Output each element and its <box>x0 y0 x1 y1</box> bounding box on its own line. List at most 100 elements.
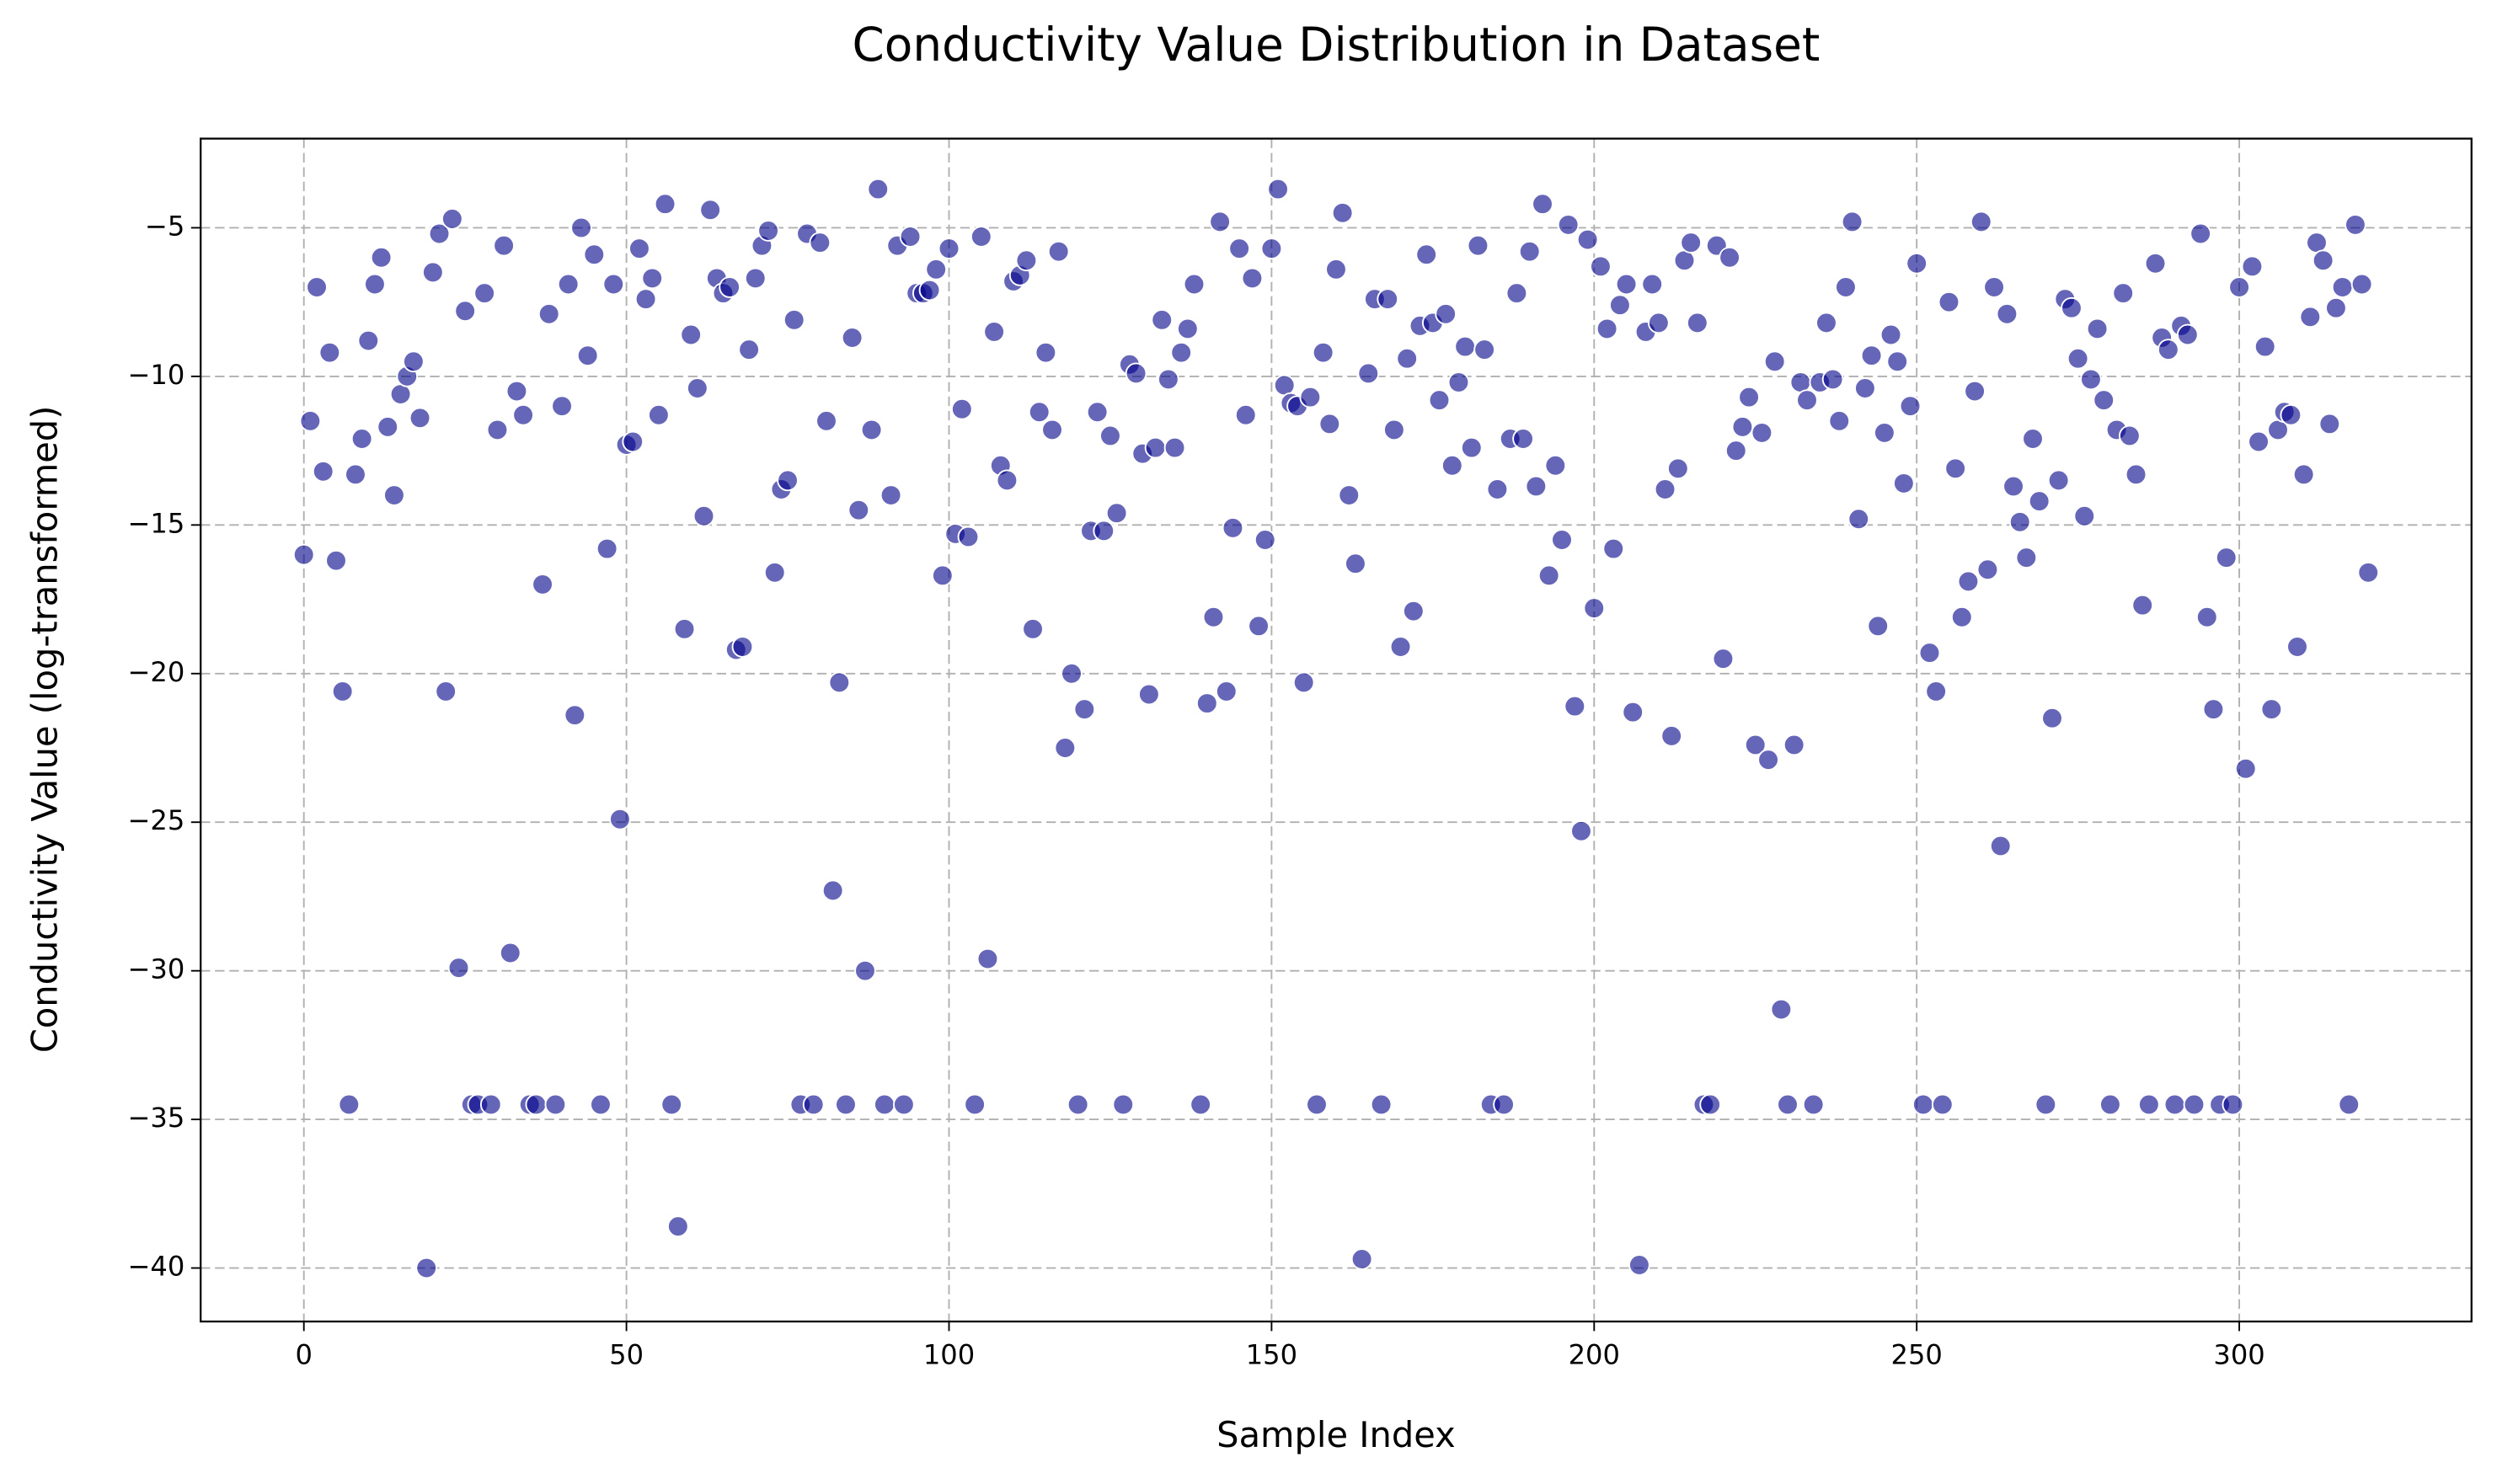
point <box>2234 757 2257 780</box>
point <box>1202 606 1225 628</box>
point <box>1144 436 1167 459</box>
point <box>1886 350 1909 373</box>
point <box>899 226 922 248</box>
point <box>377 416 399 438</box>
point <box>1590 255 1612 278</box>
point <box>1325 258 1347 280</box>
point <box>1357 362 1380 385</box>
point <box>738 339 760 360</box>
point <box>2099 1093 2121 1116</box>
y-axis-label: Conductivity Value (log-transformed) <box>24 406 66 1054</box>
point <box>1570 819 1592 842</box>
point <box>1267 178 1289 200</box>
point <box>1828 409 1851 432</box>
point <box>1331 201 1354 224</box>
point <box>2034 1093 2057 1116</box>
point <box>1874 422 1895 444</box>
point <box>719 276 741 298</box>
point <box>1673 249 1696 272</box>
point <box>828 671 851 694</box>
point <box>473 282 495 304</box>
point <box>2280 403 2302 426</box>
y-tick-label: −30 <box>127 953 184 985</box>
point <box>1666 457 1689 480</box>
point <box>1964 380 1986 403</box>
point <box>893 1093 915 1116</box>
point <box>415 1257 438 1279</box>
point <box>950 398 973 420</box>
point <box>2202 698 2225 720</box>
point <box>1338 484 1361 506</box>
point <box>1525 475 1548 498</box>
point <box>1847 508 1870 531</box>
point <box>1835 276 1857 298</box>
point <box>660 1093 683 1116</box>
point <box>2022 428 2044 450</box>
point <box>809 232 831 254</box>
point <box>1996 302 2018 325</box>
point <box>1151 308 1174 331</box>
point <box>1841 211 1863 233</box>
point <box>1441 454 1463 477</box>
point <box>1505 282 1528 304</box>
point <box>835 1093 857 1116</box>
point <box>1403 600 1425 622</box>
x-tick-label: 150 <box>1246 1339 1297 1371</box>
point <box>854 959 876 982</box>
point <box>1389 636 1412 658</box>
x-tick-label: 200 <box>1569 1339 1620 1371</box>
point <box>403 350 425 373</box>
point <box>2008 510 2031 533</box>
point <box>564 704 586 727</box>
point <box>1899 395 1922 418</box>
point <box>1938 291 1960 313</box>
point <box>1435 302 1457 325</box>
point <box>1215 681 1238 702</box>
point <box>1512 428 1534 450</box>
point <box>2080 368 2102 391</box>
grid <box>201 138 2472 1322</box>
point <box>1724 440 1747 462</box>
point <box>544 1093 567 1116</box>
point <box>1318 413 1341 435</box>
point <box>1789 371 1812 393</box>
point <box>1648 312 1670 334</box>
point <box>1654 478 1676 500</box>
point <box>2015 547 2038 569</box>
point <box>1544 454 1567 477</box>
point <box>1209 211 1231 233</box>
point <box>1125 362 1147 385</box>
point <box>815 409 837 432</box>
point <box>306 276 328 298</box>
point <box>557 273 580 296</box>
chart-title: Conductivity Value Distribution in Datas… <box>853 18 1821 72</box>
point <box>1170 341 1193 364</box>
point <box>976 948 999 970</box>
point <box>1821 368 1844 391</box>
point <box>590 1093 612 1116</box>
point <box>292 543 315 566</box>
points <box>292 178 2380 1279</box>
point <box>931 564 954 587</box>
point <box>2163 1093 2186 1116</box>
point <box>1015 249 1038 272</box>
point <box>1176 318 1199 340</box>
point <box>1241 267 1264 290</box>
point <box>1802 1093 1825 1116</box>
point <box>970 226 992 248</box>
point <box>1370 1093 1393 1116</box>
point <box>525 1093 548 1116</box>
point <box>1415 243 1438 266</box>
point <box>1222 517 1244 539</box>
point <box>2073 504 2096 527</box>
point <box>1028 401 1051 424</box>
point <box>357 329 380 352</box>
point <box>338 1093 361 1116</box>
y-tick-label: −40 <box>127 1251 184 1283</box>
point <box>2248 430 2270 453</box>
point <box>1906 252 1928 275</box>
point <box>2228 276 2250 298</box>
x-tick-label: 250 <box>1891 1339 1943 1371</box>
point <box>1770 998 1793 1021</box>
point <box>1777 1093 1799 1116</box>
